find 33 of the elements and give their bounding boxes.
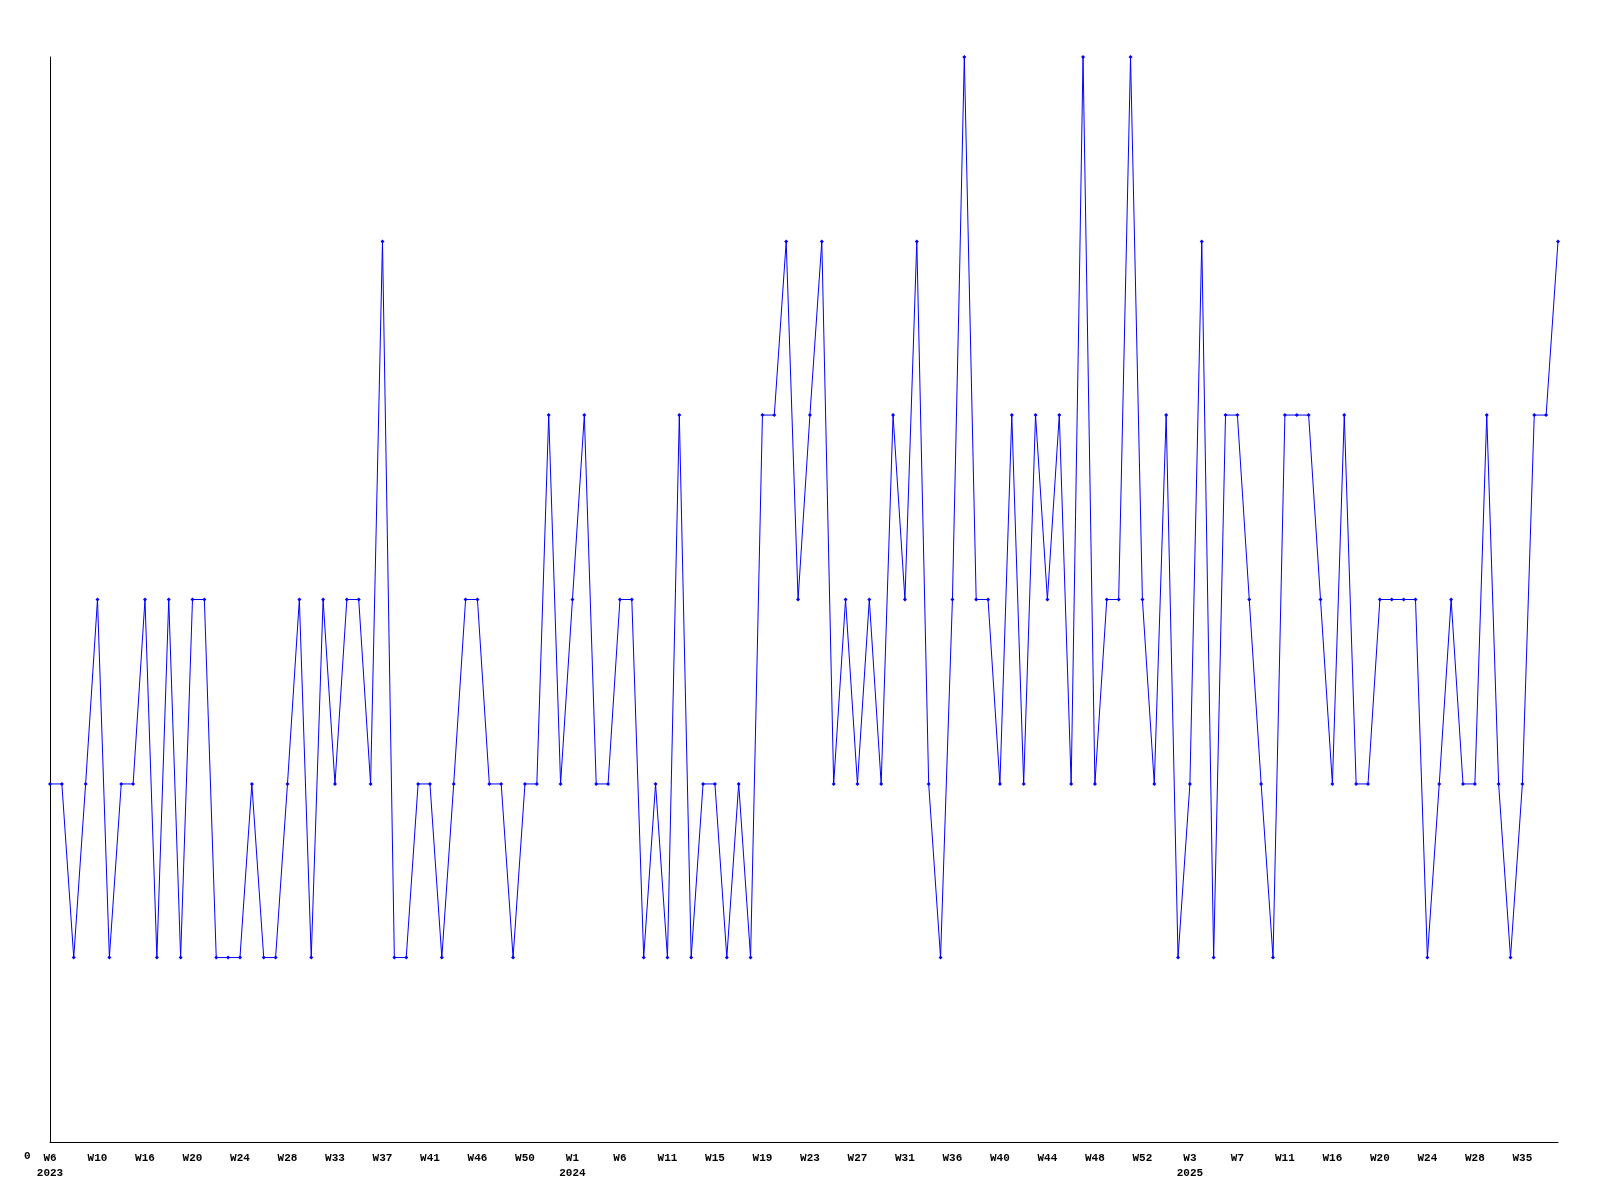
x-tick-label: W11 [657, 1151, 678, 1164]
x-tick-label: W20 [182, 1151, 203, 1164]
x-tick-label: W23 [800, 1151, 821, 1164]
x-tick-label: W1 2024 [559, 1151, 587, 1179]
text: 0 [24, 1149, 31, 1162]
x-tick-label: W24 [1417, 1151, 1438, 1164]
x-tick-label: W28 [1464, 1151, 1486, 1164]
x-tick-label: W16 [135, 1151, 155, 1164]
x-tick-label: W31 [895, 1151, 916, 1164]
x-tick-label: W11 [1274, 1151, 1296, 1164]
x-tick-label: W28 [277, 1151, 298, 1164]
x-tick-label: W52 [1132, 1151, 1153, 1164]
x-tick-label: W46 [467, 1151, 488, 1164]
x-tick-label: W44 [1037, 1151, 1058, 1164]
x-tick-label: W16 [1322, 1151, 1343, 1164]
x-tick-label: W6 2023 [36, 1151, 64, 1179]
x-tick-label: W33 [325, 1151, 346, 1164]
x-tick-label: W3 2025 [1176, 1151, 1204, 1179]
x-tick-label: W37 [372, 1151, 393, 1164]
x-tick-label: W15 [705, 1151, 726, 1164]
x-tick-label: W48 [1085, 1151, 1106, 1164]
x-tick-label: W40 [990, 1151, 1010, 1164]
x-tick-label: W24 [230, 1151, 251, 1164]
x-tick-label: W19 [752, 1151, 773, 1164]
x-tick-label: W10 [87, 1151, 108, 1164]
x-tick-label: W6 [613, 1151, 627, 1164]
x-tick-label: W41 [420, 1151, 441, 1164]
x-tick-label: W35 [1512, 1151, 1533, 1164]
x-tick-label: W20 [1369, 1151, 1390, 1164]
x-tick-label: W7 [1230, 1151, 1244, 1164]
x-tick-label: W27 [847, 1151, 868, 1164]
x-tick-label: W50 [515, 1151, 535, 1164]
x-tick-label: W36 [942, 1151, 963, 1164]
